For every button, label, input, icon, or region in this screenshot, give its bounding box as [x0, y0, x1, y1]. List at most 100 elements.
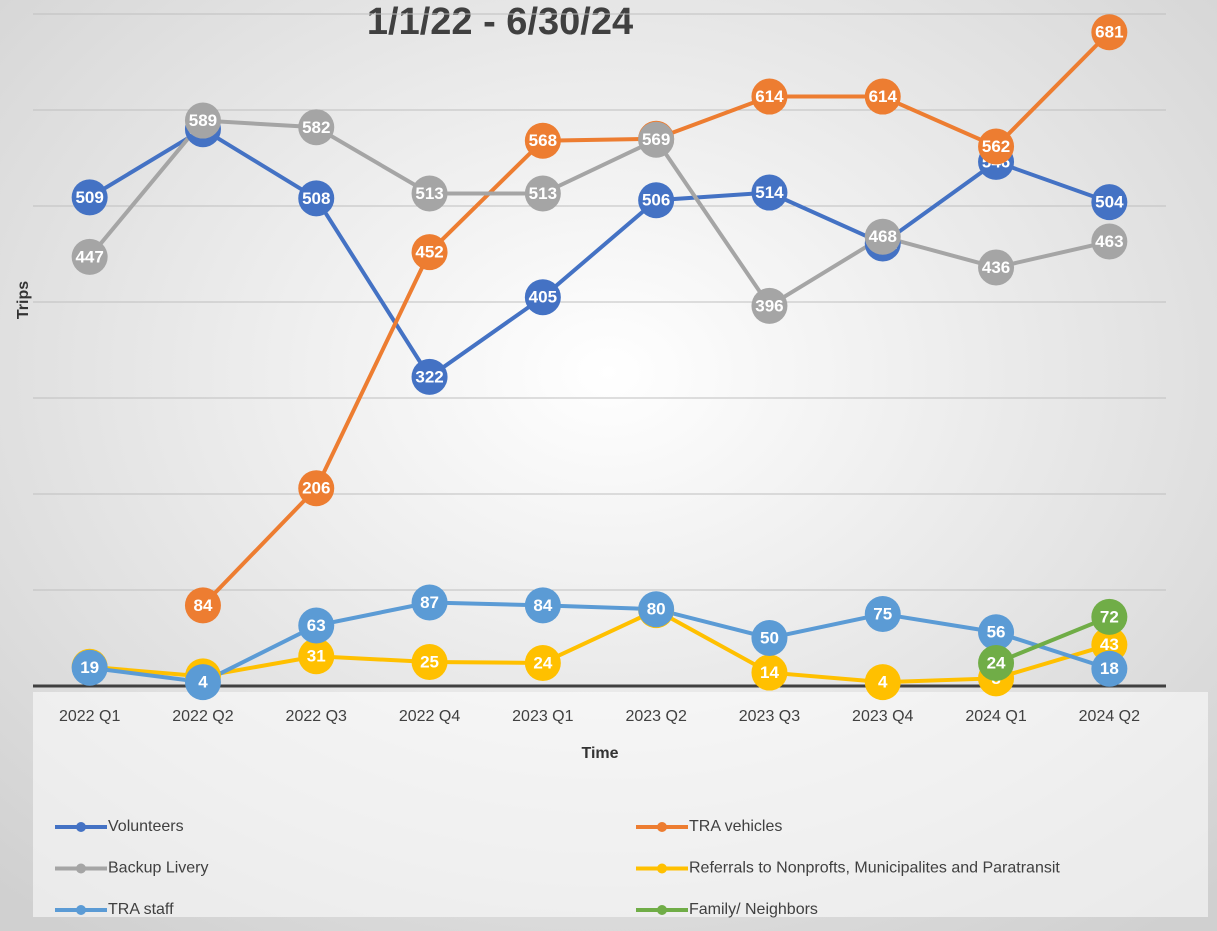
data-label: 25 [420, 652, 439, 671]
x-tick-label: 2023 Q3 [739, 708, 800, 725]
point [524, 587, 561, 624]
point [751, 287, 788, 324]
legend-label: Backup Livery [108, 860, 209, 877]
data-label: 72 [1100, 607, 1119, 626]
data-label: 4 [878, 673, 888, 692]
point [978, 128, 1015, 165]
point [638, 182, 675, 219]
data-label: 589 [189, 111, 217, 130]
point [864, 596, 901, 632]
point [1091, 184, 1128, 221]
data-label: 31 [307, 647, 326, 666]
point [978, 249, 1015, 286]
data-label: 614 [755, 87, 784, 106]
data-label: 614 [869, 87, 898, 106]
point [524, 644, 561, 681]
data-label: 80 [647, 600, 666, 619]
data-label: 509 [75, 188, 103, 207]
point [184, 587, 221, 624]
point [298, 470, 335, 507]
series-line [89, 600, 1110, 685]
x-tick-label: 2022 Q4 [399, 708, 460, 725]
data-label: 513 [529, 184, 557, 203]
point [1091, 598, 1128, 635]
data-label: 322 [415, 367, 443, 386]
data-label: 50 [760, 628, 779, 647]
point [411, 234, 448, 271]
data-label: 24 [533, 653, 552, 672]
legend-marker [76, 905, 86, 915]
x-tick-label: 2024 Q2 [1079, 708, 1140, 725]
data-label: 405 [529, 288, 557, 307]
point [298, 109, 335, 146]
point [184, 664, 221, 701]
data-label: 582 [302, 118, 330, 137]
point [411, 644, 448, 680]
data-label: 18 [1100, 659, 1119, 678]
data-label: 43 [1100, 635, 1119, 654]
point [638, 121, 675, 158]
data-label: 506 [642, 191, 670, 210]
x-tick-label: 2023 Q4 [852, 708, 913, 725]
data-label: 4 [198, 673, 208, 692]
data-label: 56 [987, 623, 1006, 642]
legend-label: TRA staff [108, 901, 174, 918]
data-label: 75 [873, 604, 892, 623]
point [751, 654, 788, 691]
point [751, 620, 788, 656]
point [978, 614, 1015, 651]
point [71, 649, 108, 686]
x-tick-label: 2023 Q1 [512, 708, 573, 725]
legend-label: Referrals to Nonprofts, Municipalites an… [689, 860, 1060, 877]
legend-marker [657, 905, 667, 915]
data-label: 468 [869, 227, 897, 246]
chart-title: 1/1/22 - 6/30/24 [367, 1, 633, 43]
data-label: 514 [755, 183, 784, 202]
x-tick-label: 2022 Q3 [286, 708, 347, 725]
data-label: 504 [1095, 193, 1124, 212]
data-label: 24 [987, 653, 1006, 672]
point [524, 279, 561, 316]
point [411, 358, 448, 395]
legend-marker [657, 822, 667, 832]
data-label: 463 [1095, 232, 1123, 251]
legend-label: TRA vehicles [689, 818, 782, 835]
point [298, 638, 335, 675]
point [71, 179, 108, 216]
point [751, 78, 788, 115]
data-label: 87 [420, 593, 439, 612]
point [411, 584, 448, 621]
data-label: 84 [193, 596, 212, 615]
series-line [88, 126, 1111, 380]
data-label: 513 [415, 184, 443, 203]
y-axis-title: Trips [15, 281, 32, 319]
data-label: 681 [1095, 23, 1123, 42]
point [751, 174, 788, 211]
point [864, 78, 901, 115]
series-line [995, 615, 1111, 665]
data-label: 396 [755, 296, 783, 315]
point [524, 122, 561, 159]
legend-box [33, 692, 1208, 917]
point [638, 591, 675, 628]
data-label: 562 [982, 137, 1010, 156]
data-label: 84 [533, 596, 552, 615]
point [864, 664, 901, 701]
data-label: 568 [529, 131, 557, 150]
data-label: 452 [415, 243, 443, 262]
x-tick-label: 2024 Q1 [965, 708, 1026, 725]
point [298, 180, 335, 217]
x-tick-label: 2023 Q2 [625, 708, 686, 725]
x-tick-label: 2022 Q2 [172, 708, 233, 725]
data-label: 436 [982, 258, 1010, 277]
point [524, 175, 561, 212]
data-label: 19 [80, 658, 99, 677]
legend-label: Volunteers [108, 818, 184, 835]
point [978, 644, 1015, 681]
data-label: 206 [302, 479, 330, 498]
data-label: 508 [302, 189, 330, 208]
legend-marker [76, 822, 86, 832]
point [1091, 650, 1128, 687]
point [298, 607, 335, 644]
